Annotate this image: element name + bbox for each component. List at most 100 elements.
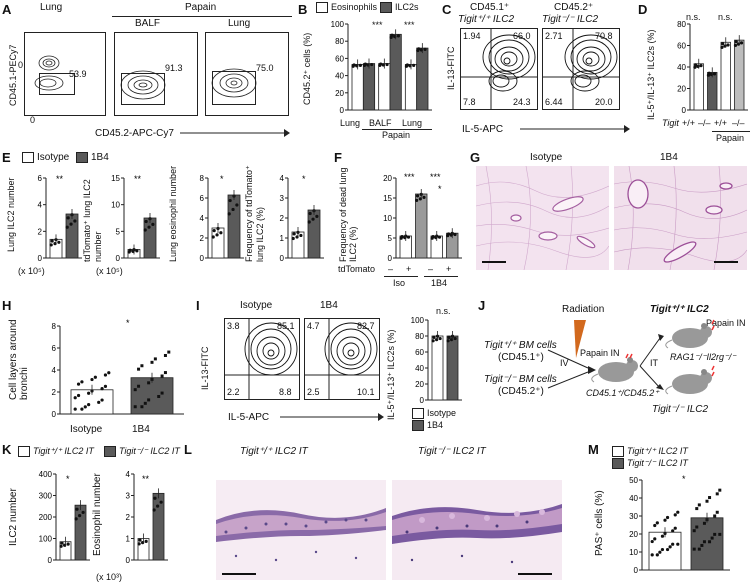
panel-c-label: C [442, 2, 452, 17]
e-ylabel: Lung ILC2 number [6, 177, 16, 252]
panel-l-label: L [184, 442, 192, 457]
quad-value: 82.7 [357, 321, 375, 331]
k-ylabel: ILC2 number [8, 488, 19, 546]
chart-svg: 0 10 20 30 40 50 * [629, 474, 730, 575]
data-point [83, 405, 87, 409]
bar [130, 377, 174, 415]
data-point [107, 371, 111, 375]
y-tick-label: 80 [677, 20, 686, 29]
legend-ilc2: ILC2s [380, 2, 419, 14]
d-ylabel: IL-5⁺/IL-13⁺ ILC2s (%) [646, 29, 656, 120]
data-point [73, 219, 77, 223]
data-point [97, 400, 101, 404]
legend-eos: Eosinophils [316, 2, 377, 14]
data-point [422, 195, 426, 199]
data-point [137, 384, 141, 388]
data-point [390, 33, 394, 37]
quad-value: 70.8 [595, 31, 613, 41]
legend-isotype: Isotype [412, 408, 456, 420]
y-tick-label: 8 [200, 174, 205, 183]
chart-e3: 0 2 4 6 8 * [192, 172, 244, 263]
quad-value: 8.8 [279, 387, 292, 397]
gate-value: 75.0 [256, 63, 274, 73]
chart-svg: 0 2 4 6 8 * [200, 174, 244, 263]
data-point [163, 371, 167, 375]
histology-image [216, 480, 386, 580]
data-point [147, 225, 151, 229]
data-point [167, 350, 171, 354]
data-point [702, 540, 706, 544]
data-point [74, 517, 78, 521]
data-point [406, 235, 411, 239]
facs-contour [34, 55, 64, 91]
data-point [66, 542, 70, 546]
y-tick-label: 3 [280, 194, 285, 203]
data-point [415, 194, 420, 198]
y-tick-label: 20 [629, 530, 638, 539]
sig-star: * [302, 174, 306, 184]
e-ylabel: Lung eosinophil number [168, 165, 178, 262]
geno: +/+ [682, 118, 696, 128]
geno: +/+ [714, 118, 728, 128]
y-tick-label: 1 [126, 535, 131, 544]
data-point [211, 235, 215, 239]
geno: –/– [732, 118, 745, 128]
data-point [705, 499, 709, 503]
y-tick-label: 0 [116, 254, 121, 263]
data-point [100, 387, 104, 391]
papain-bracket [112, 16, 292, 17]
data-point [713, 532, 717, 536]
bar [693, 63, 704, 111]
j-out2: Tigit⁻/⁻ ILC2 [652, 404, 709, 415]
chart-b: 0 20 40 60 80 100 [331, 18, 432, 115]
data-point [707, 71, 711, 75]
quad-value: 66.0 [513, 31, 531, 41]
f-sign: – [428, 264, 434, 274]
d-papain: Papain [716, 133, 745, 143]
data-point [57, 240, 61, 244]
panel-f-label: F [334, 150, 342, 165]
i-ylabel: IL-13-FITC [200, 346, 210, 390]
panel-h-label: H [2, 298, 12, 313]
data-point [676, 510, 680, 514]
bar [362, 63, 376, 111]
bar [389, 33, 402, 111]
y-tick-label: 40 [677, 63, 686, 72]
b-xcat: Lung [340, 118, 361, 128]
b-xcat: Lung [402, 118, 423, 128]
data-point [144, 219, 148, 224]
b-xcat: BALF [369, 118, 392, 128]
mouse-icon [591, 353, 638, 383]
gate-box [39, 73, 75, 95]
tigit-label: Tigit [662, 118, 679, 128]
f-sign: + [446, 264, 452, 274]
panel-d-label: D [638, 2, 648, 17]
facs-plot-c2: 2.71 70.8 6.44 20.0 [542, 28, 620, 110]
y-tick-label: 40 [335, 72, 344, 81]
data-point [446, 339, 450, 343]
data-point [712, 72, 717, 76]
c-title1: CD45.1⁺ [470, 2, 510, 13]
data-point [90, 377, 94, 382]
data-point [432, 335, 436, 340]
y-tick-label: 40 [629, 494, 638, 503]
j-host: CD45.1⁺/CD45.2⁺ [586, 388, 660, 398]
y-tick-label: 60 [415, 348, 424, 357]
data-point [665, 515, 670, 520]
chart-f: 0 5 10 15 20 *** *** * [380, 172, 462, 263]
data-point [400, 235, 404, 239]
y-tick-label: 0 [420, 396, 425, 405]
f-group: 1B4 [431, 278, 448, 288]
chart-svg: 0 2 4 6 ** [38, 174, 82, 263]
y-tick-label: 0 [126, 556, 131, 565]
y-tick-label: 1 [280, 234, 285, 243]
sig-star: * [438, 184, 442, 194]
data-point [693, 65, 697, 69]
sig-star: * [220, 174, 224, 184]
x-arrow [520, 125, 630, 133]
facs-contour [305, 319, 379, 399]
histology-image [392, 480, 562, 580]
facs-plot-c1: 1.94 66.0 7.8 24.3 [460, 28, 538, 110]
y-tick-label: 10 [629, 548, 638, 557]
bar [431, 335, 444, 401]
